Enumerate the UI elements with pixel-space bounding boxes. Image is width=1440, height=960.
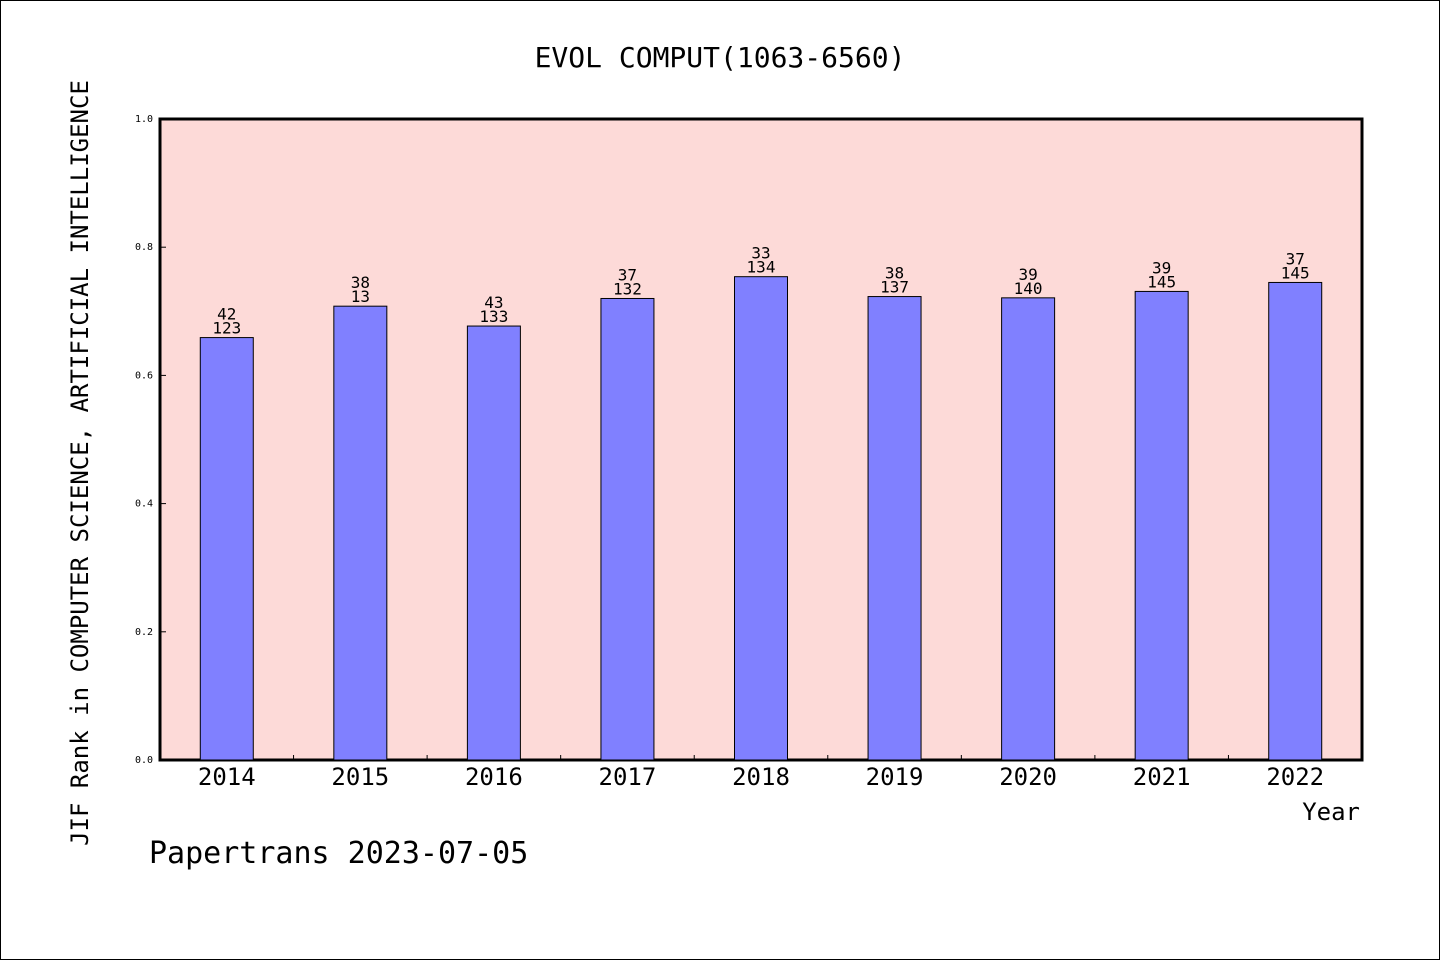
bar-rank-label-2018: 33 [751, 244, 770, 263]
bar-2014 [199, 337, 254, 761]
bar-rank-label-2014: 42 [217, 305, 236, 324]
y-tick-label: 0.8 [135, 242, 153, 253]
bar-total-label-2017: 132 [613, 279, 642, 298]
chart-title: EVOL COMPUT(1063-6560) [535, 41, 906, 74]
bar-2016 [466, 325, 521, 761]
x-axis-label: Year [1302, 798, 1360, 826]
y-axis-label: JIF Rank in COMPUTER SCIENCE, ARTIFICIAL… [66, 80, 94, 846]
bar-2019 [867, 296, 922, 761]
y-tick-label: 1.0 [135, 114, 153, 125]
bar-rank-label-2017: 37 [618, 265, 637, 284]
ticks-layer: 2014 2015 2016 2017 2018 2019 2020 2021 2022 0.0 0… [135, 114, 1324, 791]
bar-total-label-2014: 123 [212, 319, 241, 338]
x-tick-label-2021: 2021 [1133, 763, 1191, 791]
x-tick-label-2016: 2016 [465, 763, 523, 791]
bar-rank-label-2015: 38 [351, 273, 370, 292]
bar-rank-label-2021: 39 [1152, 258, 1171, 277]
x-tick-label-2014: 2014 [198, 763, 256, 791]
bar-2017 [600, 297, 655, 761]
x-tick-label-2015: 2015 [331, 763, 389, 791]
bar-total-label-2022: 145 [1281, 263, 1310, 282]
bar-total-label-2015: 13 [351, 287, 370, 306]
bar-2022 [1268, 281, 1323, 761]
x-tick-label-2020: 2020 [999, 763, 1057, 791]
bar-rank-label-2019: 38 [885, 264, 904, 283]
y-tick-label: 0.4 [135, 499, 153, 510]
bar-rank-label-2022: 37 [1286, 249, 1305, 268]
bar-2015 [333, 305, 388, 761]
bar-total-label-2021: 145 [1147, 272, 1176, 291]
bar-total-label-2018: 134 [747, 258, 776, 277]
bar-rank-label-2020: 39 [1018, 265, 1037, 284]
y-tick-label: 0.2 [135, 627, 153, 638]
x-tick-label-2018: 2018 [732, 763, 790, 791]
y-tick-label: 0.0 [135, 755, 153, 766]
x-tick-label-2019: 2019 [866, 763, 924, 791]
bar-total-label-2019: 137 [880, 278, 909, 297]
bar-2020 [1001, 297, 1056, 761]
bar-2021 [1134, 290, 1189, 761]
bar-rank-label-2016: 43 [484, 293, 503, 312]
x-tick-label-2017: 2017 [599, 763, 657, 791]
y-tick-label: 0.6 [135, 370, 153, 381]
footer-text: Papertrans 2023-07-05 [149, 836, 528, 871]
bar-2018 [734, 276, 788, 761]
x-tick-label-2022: 2022 [1266, 763, 1324, 791]
bar-total-label-2020: 140 [1014, 279, 1043, 298]
bar-total-label-2016: 133 [479, 307, 508, 326]
